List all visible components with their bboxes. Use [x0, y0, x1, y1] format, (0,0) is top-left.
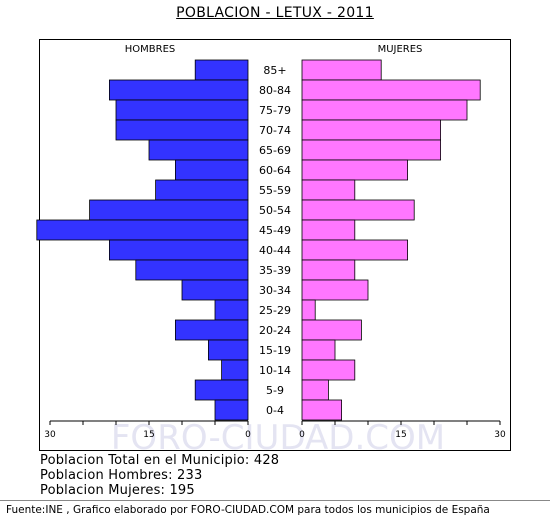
bar-hombres-0-4: [214, 399, 249, 421]
bar-hombres-5-9: [194, 379, 249, 401]
bar-hombres-80-84: [109, 79, 249, 101]
bar-mujeres-80-84: [301, 79, 481, 101]
age-label-60-64: 60-64: [259, 164, 291, 177]
legend-hombres: HOMBRES: [125, 44, 176, 55]
bar-mujeres-25-29: [301, 299, 316, 321]
age-label-30-34: 30-34: [259, 284, 291, 297]
tick-label-mujeres: 30: [494, 430, 506, 440]
bar-mujeres-15-19: [301, 339, 336, 361]
bar-hombres-70-74: [115, 119, 249, 141]
age-label-80-84: 80-84: [259, 84, 291, 97]
chart-title: POBLACION - LETUX - 2011: [176, 5, 374, 21]
age-label-50-54: 50-54: [259, 204, 291, 217]
bar-mujeres-30-34: [301, 279, 369, 301]
population-pyramid-chart: FORO-CIUDAD.COM HOMBRES MUJERES 85+ 80-84 75-…: [36, 44, 506, 458]
bar-hombres-35-39: [135, 259, 249, 281]
bar-mujeres-5-9: [301, 379, 329, 401]
tick-label-hombres: 30: [44, 430, 56, 440]
bar-hombres-45-49: [36, 219, 249, 241]
age-label-15-19: 15-19: [259, 344, 291, 357]
tick-label-hombres: 15: [143, 430, 154, 440]
bar-hombres-85+: [194, 59, 249, 81]
bar-mujeres-85+: [301, 59, 382, 81]
bar-hombres-25-29: [214, 299, 249, 321]
tick-label-mujeres: 0: [299, 430, 305, 440]
bar-mujeres-35-39: [301, 259, 356, 281]
bar-mujeres-50-54: [301, 199, 415, 221]
bar-mujeres-0-4: [301, 399, 342, 421]
stat-mujeres: Poblacion Mujeres: 195: [40, 483, 195, 498]
bar-hombres-30-34: [181, 279, 249, 301]
age-label-40-44: 40-44: [259, 244, 291, 257]
bar-mujeres-65-69: [301, 139, 442, 161]
footer-source: Fuente:INE , Grafico elaborado por FORO-…: [6, 504, 490, 516]
stat-total: Poblacion Total en el Municipio: 428: [40, 453, 280, 468]
bar-hombres-15-19: [207, 339, 249, 361]
tick-label-hombres: 0: [245, 430, 251, 440]
bar-mujeres-55-59: [301, 179, 356, 201]
legend-mujeres: MUJERES: [378, 44, 423, 55]
bar-mujeres-75-79: [301, 99, 468, 121]
bar-mujeres-20-24: [301, 319, 362, 341]
tick-label-mujeres: 15: [395, 430, 406, 440]
bar-mujeres-70-74: [301, 119, 442, 141]
bar-mujeres-45-49: [301, 219, 356, 241]
age-label-75-79: 75-79: [259, 104, 291, 117]
bar-mujeres-10-14: [301, 359, 356, 381]
age-label-55-59: 55-59: [259, 184, 291, 197]
age-label-45-49: 45-49: [259, 224, 291, 237]
age-label-25-29: 25-29: [259, 304, 291, 317]
bar-hombres-40-44: [109, 239, 249, 261]
stat-hombres: Poblacion Hombres: 233: [40, 468, 203, 483]
age-label-10-14: 10-14: [259, 364, 291, 377]
age-label-70-74: 70-74: [259, 124, 291, 137]
age-label-85+: 85+: [263, 64, 286, 77]
watermark-text: FORO-CIUDAD.COM: [111, 418, 445, 458]
age-label-5-9: 5-9: [266, 384, 284, 397]
age-label-20-24: 20-24: [259, 324, 291, 337]
footer-divider: [0, 500, 550, 501]
bar-mujeres-40-44: [301, 239, 408, 261]
bar-hombres-60-64: [174, 159, 249, 181]
bar-hombres-50-54: [89, 199, 249, 221]
bar-hombres-65-69: [148, 139, 249, 161]
bar-hombres-55-59: [155, 179, 249, 201]
bar-hombres-75-79: [115, 99, 249, 121]
bar-mujeres-60-64: [301, 159, 408, 181]
age-label-0-4: 0-4: [266, 404, 284, 417]
age-label-35-39: 35-39: [259, 264, 291, 277]
bar-hombres-20-24: [174, 319, 249, 341]
bar-hombres-10-14: [221, 359, 249, 381]
age-label-65-69: 65-69: [259, 144, 291, 157]
